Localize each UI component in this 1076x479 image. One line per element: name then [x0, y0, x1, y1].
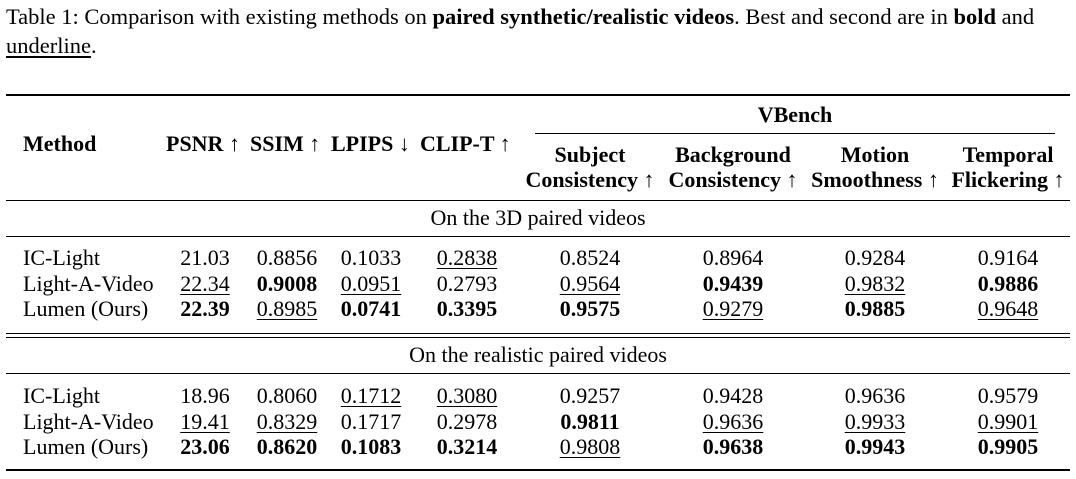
row-method: Light-A-Video: [23, 408, 154, 434]
table-cell: 0.1083: [340, 434, 402, 459]
table-cell: 0.9008: [256, 270, 318, 296]
table-cell: 0.2793: [436, 270, 498, 296]
caption-suffix: .: [90, 33, 97, 58]
table-cell: 0.8329: [256, 408, 318, 434]
table-cell: 0.1712: [340, 383, 402, 408]
caption-underline-word: underline: [6, 33, 91, 58]
table-cell: 0.9279: [702, 296, 764, 321]
header-motion-l1: Motion: [840, 142, 910, 167]
header-background-l2: Consistency ↑: [668, 167, 798, 192]
table-cell: 21.03: [180, 245, 230, 270]
row-method: Light-A-Video: [23, 270, 154, 296]
header-subject-l2: Consistency ↑: [525, 167, 655, 192]
table-cell: 0.8524: [559, 245, 621, 270]
table-cell: 0.9832: [844, 270, 906, 296]
table-cell: 0.3214: [436, 434, 498, 459]
header-clipt: CLIP-T ↑: [420, 131, 511, 156]
table-cell: 0.9943: [844, 434, 906, 459]
caption-middle: . Best and second are in: [734, 4, 954, 29]
table-cell: 0.9428: [702, 383, 764, 408]
table-cell: 0.9636: [844, 383, 906, 408]
table-cell: 18.96: [180, 383, 230, 408]
table-cell: 0.9564: [559, 270, 621, 296]
table-cell: 0.8620: [256, 434, 318, 459]
table-cell: 0.9901: [977, 408, 1039, 434]
table-cell: 0.9886: [977, 270, 1039, 296]
header-background-l1: Background: [675, 142, 791, 167]
table-cell: 0.9257: [559, 383, 621, 408]
table-cell: 0.2838: [436, 245, 498, 270]
section-divider-rule-b: [6, 337, 1070, 338]
row-method: Lumen (Ours): [23, 296, 149, 321]
table-cell: 0.9648: [977, 296, 1039, 321]
section2-rule: [6, 373, 1070, 374]
table-cell: 0.1717: [340, 408, 402, 434]
table-cell: 0.9933: [844, 408, 906, 434]
row-method: Lumen (Ours): [23, 434, 149, 459]
table-cell: 0.9439: [702, 270, 764, 296]
section-title-realistic: On the realistic paired videos: [409, 342, 667, 367]
caption-bold-phrase: paired synthetic/realistic videos: [432, 4, 735, 29]
table-cell: 0.9808: [559, 434, 621, 459]
header-method: Method: [23, 131, 97, 156]
table-cell: 0.3080: [436, 383, 498, 408]
table-cell: 0.0741: [340, 296, 402, 321]
header-vbench: VBench: [757, 102, 833, 127]
vbench-rule: [535, 133, 1055, 134]
header-psnr: PSNR ↑: [166, 131, 240, 156]
table-cell: 0.9885: [844, 296, 906, 321]
row-method: IC-Light: [23, 383, 100, 408]
table-cell: 22.39: [180, 296, 230, 321]
header-temporal-l2: Flickering ↑: [951, 167, 1065, 192]
table-cell: 0.2978: [436, 408, 498, 434]
caption-prefix: Table 1: Comparison with existing method…: [6, 4, 433, 29]
row-method: IC-Light: [23, 245, 100, 270]
table-cell: 0.8856: [256, 245, 318, 270]
table-cell: 0.9638: [702, 434, 764, 459]
bottom-rule: [6, 469, 1070, 471]
header-bottom-rule: [6, 200, 1070, 201]
header-temporal-l1: Temporal: [962, 142, 1054, 167]
table-cell: 0.8060: [256, 383, 318, 408]
section1-rule: [6, 236, 1070, 237]
table-cell: 0.9164: [977, 245, 1039, 270]
table-cell: 0.3395: [436, 296, 498, 321]
table-cell: 0.9811: [560, 408, 620, 434]
table-cell: 0.9579: [977, 383, 1039, 408]
section-divider-rule-a: [6, 333, 1070, 334]
table-cell: 23.06: [180, 434, 230, 459]
table-cell: 0.9575: [559, 296, 621, 321]
table-cell: 0.8964: [702, 245, 764, 270]
table-cell: 22.34: [180, 270, 230, 296]
table-caption: Table 1: Comparison with existing method…: [6, 2, 1070, 60]
top-rule: [6, 94, 1070, 96]
table-cell: 0.1033: [340, 245, 402, 270]
header-ssim: SSIM ↑: [250, 131, 321, 156]
table-cell: 0.9905: [977, 434, 1039, 459]
table-cell: 0.9284: [844, 245, 906, 270]
header-subject-l1: Subject: [554, 142, 626, 167]
table-cell: 0.0951: [340, 270, 402, 296]
table-cell: 0.9636: [702, 408, 764, 434]
section-title-3d: On the 3D paired videos: [430, 205, 646, 230]
table-cell: 0.8985: [256, 296, 318, 321]
header-motion-l2: Smoothness ↑: [811, 167, 939, 192]
caption-bold-word: bold: [953, 4, 997, 29]
header-lpips: LPIPS ↓: [331, 131, 410, 156]
caption-and: and: [996, 4, 1035, 29]
table-cell: 19.41: [180, 408, 230, 434]
